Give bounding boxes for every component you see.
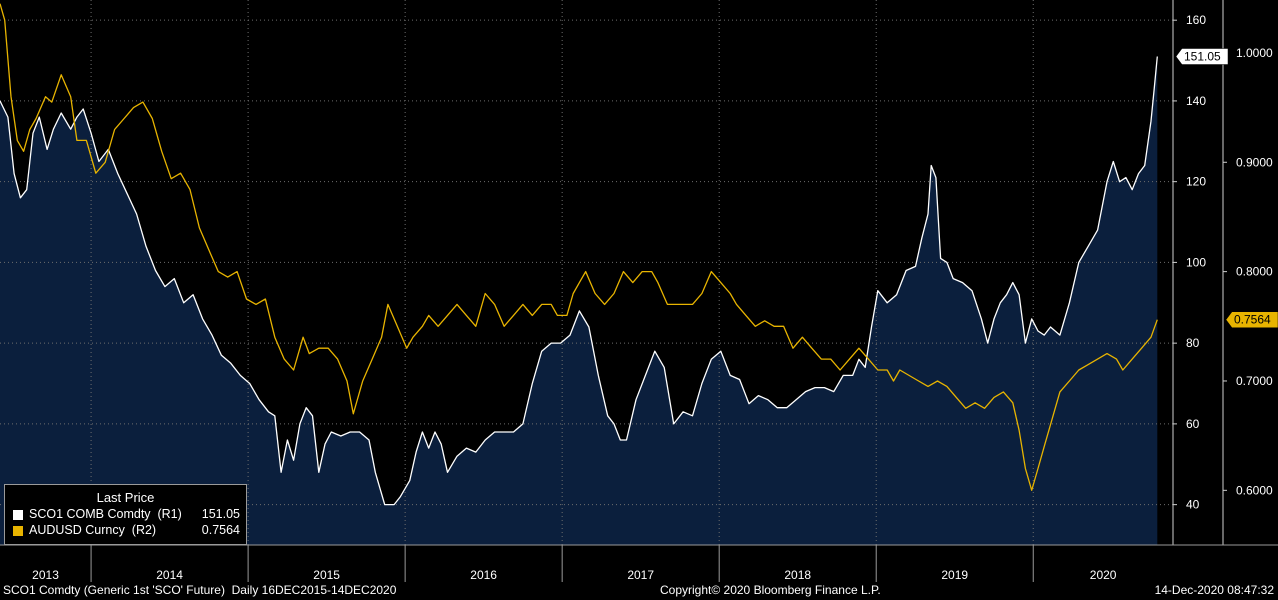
- x-tick-label: 2013: [32, 568, 59, 582]
- tick-label-r2: 0.8000: [1236, 265, 1273, 279]
- x-tick-label: 2019: [941, 568, 968, 582]
- value-tag-text: 151.05: [1184, 50, 1221, 64]
- tick-label-r1: 140: [1186, 94, 1206, 108]
- x-tick-label: 2018: [784, 568, 811, 582]
- legend-title: Last Price: [96, 490, 155, 505]
- legend-item-value: 0.7564: [201, 523, 240, 537]
- legend-item-audusd[interactable]: AUDUSD Curncy (R2) 0.7564: [13, 523, 240, 539]
- series-line-layer: [0, 3, 1158, 506]
- x-tick-label: 2014: [156, 568, 183, 582]
- tick-label-r1: 80: [1186, 336, 1200, 350]
- tick-label-r2: 0.6000: [1236, 483, 1273, 497]
- legend: Last Price SCO1 COMB Comdty (R1) 151.05 …: [4, 484, 247, 545]
- tick-label-r2: 1.0000: [1236, 46, 1273, 60]
- x-tick-label: 2017: [627, 568, 654, 582]
- tick-label-r1: 60: [1186, 417, 1200, 431]
- value-tag-shape: [1225, 311, 1278, 328]
- series-area-sco1: [0, 56, 1158, 545]
- series-line-sco1: [0, 56, 1158, 506]
- x-tick-label: 2015: [313, 568, 340, 582]
- tick-label-r1: 40: [1186, 498, 1200, 512]
- legend-item-label: SCO1 COMB Comdty (R1): [29, 507, 182, 521]
- legend-item-value: 151.05: [201, 507, 240, 521]
- last-value-tag-sco1: 151.05: [1175, 48, 1229, 65]
- tick-label-r1: 160: [1186, 13, 1206, 27]
- last-value-tag-audusd: 0.7564: [1225, 311, 1278, 328]
- tick-label-r2: 0.7000: [1236, 374, 1273, 388]
- value-tag-shape: [1175, 48, 1229, 65]
- series-fill-layer: [0, 56, 1158, 545]
- legend-swatch-audusd: [13, 526, 23, 536]
- tick-label-r2: 0.9000: [1236, 155, 1273, 169]
- x-tick-label: 2020: [1090, 568, 1117, 582]
- tick-label-r1: 100: [1186, 255, 1206, 269]
- x-tick-label: 2016: [470, 568, 497, 582]
- footer-copyright: Copyright© 2020 Bloomberg Finance L.P.: [660, 583, 881, 597]
- tick-label-r1: 120: [1186, 175, 1206, 189]
- footer-security-description: SCO1 Comdty (Generic 1st 'SCO' Future) D…: [3, 583, 397, 597]
- axis-layer: 40 60 80 100 120 140 160 0.6000 0.7000 0.8000 0.90…: [0, 0, 1278, 582]
- legend-item-sco1[interactable]: SCO1 COMB Comdty (R1) 151.05: [13, 507, 240, 523]
- footer-timestamp: 14-Dec-2020 08:47:32: [1154, 583, 1274, 597]
- grid-layer: [0, 0, 1173, 545]
- series-line-audusd: [0, 3, 1158, 491]
- value-tag-text: 0.7564: [1234, 313, 1271, 327]
- legend-item-label: AUDUSD Curncy (R2): [29, 523, 157, 537]
- legend-swatch-sco1: [13, 510, 23, 520]
